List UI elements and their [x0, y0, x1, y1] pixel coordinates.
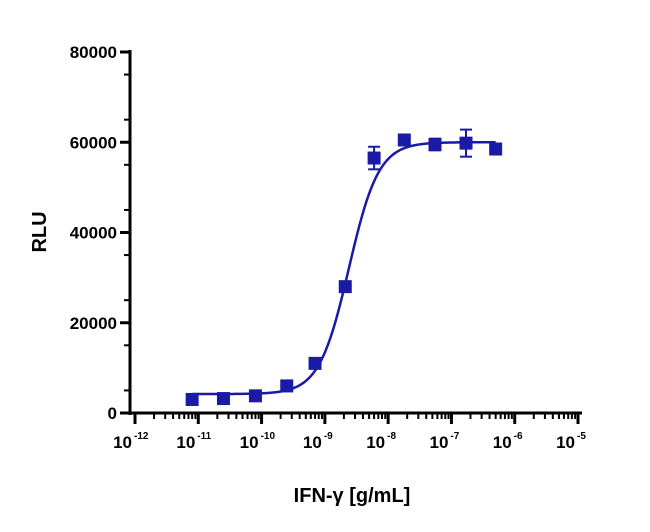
x-tick-exponent: -6	[514, 431, 523, 442]
data-point	[185, 392, 199, 406]
x-tick-label: 10	[113, 433, 132, 452]
x-tick-exponent: -7	[450, 431, 459, 442]
data-point	[216, 392, 230, 406]
data-point	[489, 142, 503, 156]
x-tick-exponent: -9	[324, 431, 333, 442]
x-tick-exponent: -10	[261, 431, 276, 442]
data-point	[248, 389, 262, 403]
x-tick-label: 10	[240, 433, 259, 452]
data-point	[459, 136, 473, 150]
x-tick-label: 10	[303, 433, 322, 452]
data-point	[367, 151, 381, 165]
y-tick-label: 0	[108, 404, 117, 423]
y-tick-label: 40000	[70, 224, 117, 243]
x-tick-exponent: -5	[577, 431, 586, 442]
data-point	[280, 379, 294, 393]
x-tick-label: 10	[493, 433, 512, 452]
x-tick-label: 10	[176, 433, 195, 452]
data-point	[397, 133, 411, 147]
axes	[120, 50, 582, 424]
data-point	[338, 280, 352, 294]
y-tick-label: 20000	[70, 314, 117, 333]
data-points-layer	[185, 128, 503, 406]
data-point	[308, 356, 322, 370]
fit-curve	[192, 141, 496, 396]
y-axis-title: RLU	[29, 211, 51, 252]
fit-curve-layer	[192, 141, 496, 396]
x-tick-label: 10	[366, 433, 385, 452]
y-tick-label: 80000	[70, 43, 117, 62]
x-axis-title: IFN-γ [g/mL]	[294, 485, 411, 507]
y-tick-label: 60000	[70, 133, 117, 152]
data-point	[428, 138, 442, 152]
x-tick-exponent: -11	[197, 431, 211, 442]
x-tick-label: 10	[556, 433, 575, 452]
x-tick-label: 10	[430, 433, 449, 452]
x-tick-exponent: -8	[387, 431, 396, 442]
x-tick-exponent: -12	[134, 431, 149, 442]
